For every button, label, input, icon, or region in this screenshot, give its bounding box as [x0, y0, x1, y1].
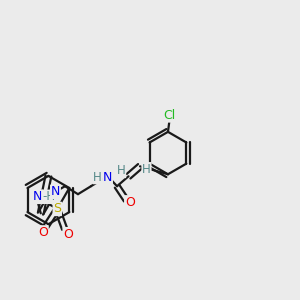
Text: O: O — [63, 228, 73, 241]
Text: S: S — [53, 202, 61, 215]
Text: O: O — [38, 226, 48, 239]
Text: O: O — [125, 196, 135, 209]
Text: H: H — [117, 164, 125, 178]
Text: N: N — [51, 185, 60, 198]
Text: H: H — [93, 171, 102, 184]
Text: H: H — [142, 163, 151, 176]
Text: Cl: Cl — [163, 109, 176, 122]
Text: N: N — [103, 171, 112, 184]
Text: -H: -H — [42, 190, 55, 203]
Text: N: N — [33, 190, 43, 203]
